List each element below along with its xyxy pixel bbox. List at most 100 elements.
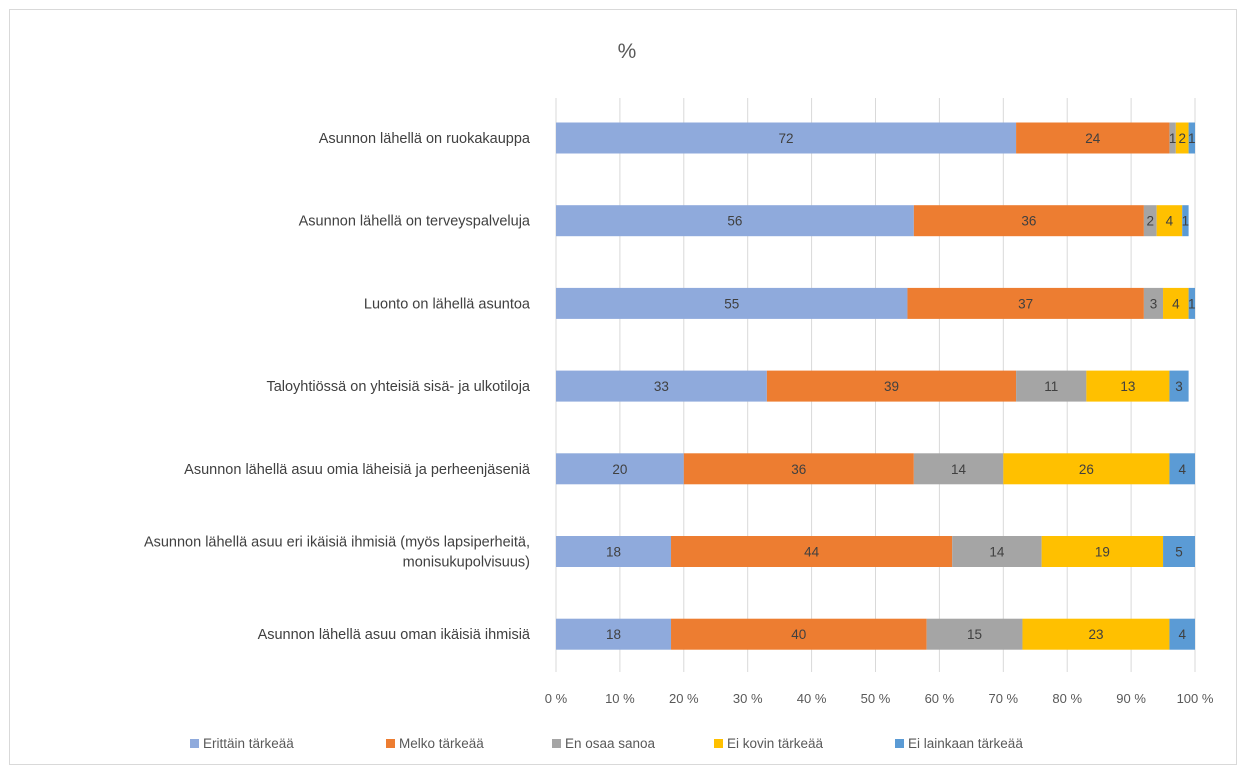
- data-label: 14: [989, 545, 1005, 560]
- category-label: Asunnon lähellä on terveyspalveluja: [299, 214, 531, 230]
- x-tick-label: 20 %: [669, 691, 699, 706]
- legend-swatch: [552, 739, 561, 748]
- legend-label: Melko tärkeää: [399, 736, 484, 751]
- bar-segment: [1016, 370, 1087, 402]
- x-tick-label: 100 %: [1177, 691, 1214, 706]
- x-tick-label: 60 %: [925, 691, 955, 706]
- bar-segment: [683, 453, 914, 485]
- bar-segment: [1169, 453, 1195, 485]
- x-tick-label: 90 %: [1116, 691, 1146, 706]
- legend-label: En osaa sanoa: [565, 736, 656, 751]
- x-tick-label: 30 %: [733, 691, 763, 706]
- legend-label: Erittäin tärkeää: [203, 736, 294, 751]
- bar-segment: [556, 536, 672, 567]
- data-label: 4: [1178, 627, 1186, 642]
- bar-segment: [1003, 453, 1170, 485]
- chart-frame: % 72 24 1 2 1 56 36 2 4 1 55 37 3 4 1 33 39 11 13 3 20 36 14 26…: [9, 9, 1237, 765]
- x-axis-ticks: 0 % 10 % 20 % 30 % 40 % 50 % 60 % 70 % 80 % 90 % 1…: [545, 691, 1214, 706]
- data-label: 3: [1175, 379, 1183, 394]
- category-label: Asunnon lähellä asuu oman ikäisiä ihmisi…: [258, 627, 531, 643]
- data-label: 18: [606, 627, 621, 642]
- chart-title: %: [618, 40, 637, 63]
- x-tick-label: 70 %: [988, 691, 1018, 706]
- bar-segment: [1169, 618, 1195, 650]
- x-tick-label: 40 %: [797, 691, 827, 706]
- category-label: Luonto on lähellä asuntoa: [364, 296, 531, 312]
- data-label: 44: [804, 545, 820, 560]
- category-label: Taloyhtiössä on yhteisiä sisä- ja ulkoti…: [266, 379, 530, 395]
- bar-segment: [1143, 287, 1164, 319]
- bar-segment: [907, 287, 1144, 319]
- data-label: 37: [1018, 296, 1033, 311]
- data-label: 33: [654, 379, 669, 394]
- bar-segment: [1022, 618, 1170, 650]
- bar-segment: [556, 370, 767, 402]
- bar-segment: [1163, 287, 1189, 319]
- data-label: 56: [727, 214, 742, 229]
- legend-swatch: [895, 739, 904, 748]
- stacked-bar-chart: % 72 24 1 2 156 36 2 4 155 37 3 4 133 39 11 13 320 36 14 26…: [144, 40, 1214, 751]
- legend-label: Ei lainkaan tärkeää: [908, 736, 1023, 751]
- data-label: 3: [1150, 296, 1158, 311]
- data-label: 14: [951, 462, 967, 477]
- bar-segment: [913, 205, 1144, 237]
- data-label: 36: [1021, 214, 1036, 229]
- data-label: 4: [1166, 214, 1174, 229]
- data-label: 20: [612, 462, 627, 477]
- data-label: 13: [1120, 379, 1135, 394]
- legend: Erittäin tärkeää Melko tärkeää En osaa san…: [190, 736, 1023, 751]
- category-label: monisukupolvisuus): [403, 555, 530, 571]
- bar-segment: [556, 287, 908, 319]
- data-label: 72: [779, 131, 794, 146]
- data-label: 2: [1178, 131, 1186, 146]
- bar-segment: [1143, 205, 1157, 237]
- bar-segment: [556, 453, 684, 485]
- bars: 72 24 1 2 156 36 2 4 155 37 3 4 133 39 11 13 320 36 14 26 41…: [556, 122, 1196, 650]
- bar-segment: [1182, 205, 1189, 237]
- bar-segment: [913, 453, 1004, 485]
- data-label: 26: [1079, 462, 1094, 477]
- legend-swatch: [714, 739, 723, 748]
- bar-segment: [1016, 122, 1170, 154]
- category-label: Asunnon lähellä on ruokakauppa: [319, 131, 531, 147]
- legend-swatch: [190, 739, 199, 748]
- x-tick-label: 10 %: [605, 691, 635, 706]
- category-label: Asunnon lähellä asuu eri ikäisiä ihmisiä…: [144, 535, 530, 551]
- bar-segment: [766, 370, 1017, 402]
- x-tick-label: 50 %: [861, 691, 891, 706]
- bar-segment: [1175, 122, 1189, 154]
- data-label: 4: [1172, 296, 1180, 311]
- data-label: 19: [1095, 545, 1110, 560]
- bar-segment: [952, 536, 1042, 567]
- x-tick-label: 0 %: [545, 691, 568, 706]
- bar-segment: [1041, 536, 1164, 567]
- data-label: 4: [1178, 462, 1186, 477]
- bar-segment: [926, 618, 1023, 650]
- bar-segment: [556, 205, 914, 237]
- data-label: 15: [967, 627, 982, 642]
- data-label: 1: [1188, 131, 1196, 146]
- bar-segment: [1188, 287, 1195, 319]
- data-label: 1: [1182, 214, 1190, 229]
- legend-swatch: [386, 739, 395, 748]
- category-label: Asunnon lähellä asuu omia läheisiä ja pe…: [184, 462, 531, 478]
- bar-segment: [556, 122, 1017, 154]
- bar-segment: [1156, 205, 1183, 237]
- data-label: 1: [1169, 131, 1177, 146]
- data-label: 1: [1188, 296, 1196, 311]
- category-labels: Asunnon lähellä on ruokakauppa Asunnon lä…: [144, 131, 531, 643]
- legend-label: Ei kovin tärkeää: [727, 736, 824, 751]
- data-label: 55: [724, 296, 739, 311]
- bar-segment: [1169, 122, 1176, 154]
- data-label: 5: [1175, 545, 1183, 560]
- data-label: 2: [1147, 214, 1155, 229]
- data-label: 36: [791, 462, 806, 477]
- data-label: 24: [1085, 131, 1101, 146]
- bar-segment: [1188, 122, 1195, 154]
- bar-segment: [671, 618, 927, 650]
- x-tick-label: 80 %: [1052, 691, 1082, 706]
- bar-segment: [1163, 536, 1195, 567]
- data-label: 18: [606, 545, 621, 560]
- data-label: 11: [1044, 379, 1058, 394]
- data-label: 23: [1088, 627, 1103, 642]
